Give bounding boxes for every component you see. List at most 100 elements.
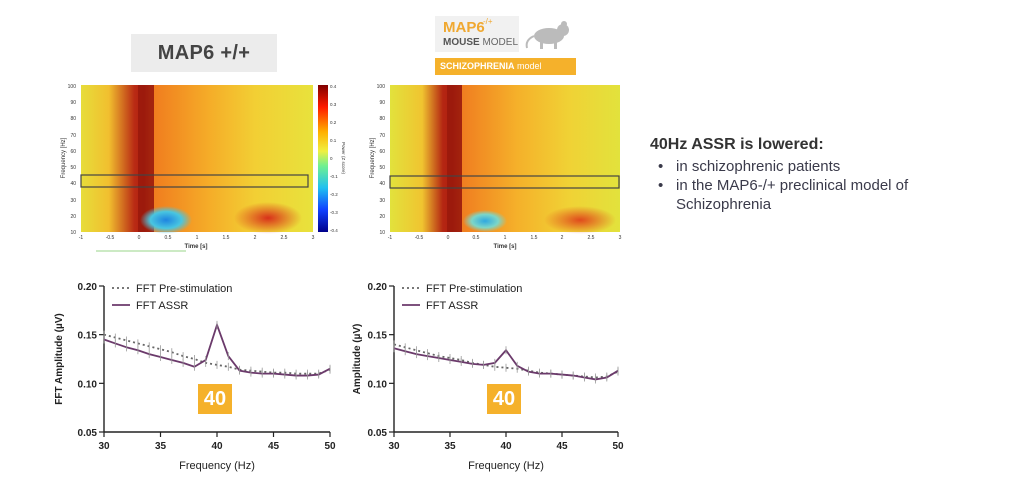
x-tick-label: 30 <box>388 441 400 452</box>
colorbar-tick: -0.2 <box>330 192 338 197</box>
colorbar-tick: 0.1 <box>330 138 337 143</box>
y-tick: 60 <box>70 149 76 155</box>
y-tick: 90 <box>379 100 385 106</box>
x-tick: 0 <box>447 235 450 241</box>
x-tick-label: 40 <box>211 441 223 452</box>
y-tick: 80 <box>379 116 385 122</box>
y-axis-label: Amplitude (µV) <box>352 324 363 395</box>
x-tick: 0.5 <box>165 235 172 241</box>
x-tick-label: 45 <box>556 441 568 452</box>
y-tick-label: 0.15 <box>368 331 388 342</box>
y-tick: 40 <box>379 181 385 187</box>
x-tick: 3 <box>619 235 622 241</box>
y-tick: 100 <box>68 84 77 90</box>
x-axis-label: Frequency (Hz) <box>468 460 544 472</box>
x-tick: -1 <box>79 235 84 241</box>
y-tick: 50 <box>70 165 76 171</box>
y-tick: 70 <box>70 133 76 139</box>
y-tick-label: 0.10 <box>78 379 98 390</box>
x-tick: 1 <box>196 235 199 241</box>
y-tick: 20 <box>70 214 76 220</box>
y-tick: 100 <box>377 84 386 90</box>
x-tick-label: 45 <box>268 441 280 452</box>
y-tick: 50 <box>379 165 385 171</box>
x-tick: 2 <box>561 235 564 241</box>
40hz-band-box <box>389 175 620 189</box>
colorbar-tick: 0 <box>330 156 333 161</box>
x-tick: 3 <box>312 235 315 241</box>
fft-chart-heterozygous: 0.05 0.10 0.15 0.20 30 35 40 45 50 Frequency (Hz)… <box>352 282 624 472</box>
y-tick: 10 <box>70 230 76 236</box>
y-tick-label: 0.20 <box>78 282 98 293</box>
x-tick: 0.5 <box>473 235 480 241</box>
stimulus-onset-band <box>447 85 462 232</box>
x-tick-label: 50 <box>612 441 624 452</box>
x-tick: 2.5 <box>588 235 595 241</box>
spectrogram-heterozygous: 100 90 80 70 60 50 40 30 20 10 -1 -0.5 0… <box>370 84 622 250</box>
y-tick: 30 <box>70 198 76 204</box>
x-tick: -0.5 <box>415 235 424 241</box>
power-increase-region <box>234 202 302 234</box>
summary-list: in schizophrenic patients in the MAP6-/+… <box>650 157 990 214</box>
colorbar-tick: -0.1 <box>330 174 338 179</box>
40hz-band-box <box>80 174 309 188</box>
summary-bullet: in the MAP6-/+ preclinical model of Schi… <box>650 176 990 214</box>
x-tick: 2 <box>254 235 257 241</box>
x-tick: -1 <box>388 235 393 241</box>
power-increase-region <box>544 206 616 234</box>
y-tick-label: 0.15 <box>78 331 98 342</box>
x-tick-label: 35 <box>155 441 167 452</box>
40hz-highlight-label: 40 <box>198 384 232 414</box>
legend-label: FFT Pre-stimulation <box>426 283 522 295</box>
y-tick: 20 <box>379 214 385 220</box>
power-decrease-region <box>463 210 507 232</box>
x-tick: 1 <box>504 235 507 241</box>
x-tick: 0 <box>138 235 141 241</box>
colorbar-tick: 0.2 <box>330 120 337 125</box>
fft-chart-wildtype: 0.05 0.10 0.15 0.20 30 35 40 45 50 Frequency (Hz)… <box>54 282 336 472</box>
x-tick: 1.5 <box>531 235 538 241</box>
x-axis-label: Frequency (Hz) <box>179 460 255 472</box>
x-tick: 2.5 <box>281 235 288 241</box>
map6-wildtype-title: MAP6 +/+ <box>131 34 277 72</box>
x-tick-label: 40 <box>500 441 512 452</box>
x-tick: -0.5 <box>106 235 115 241</box>
summary-bullet: in schizophrenic patients <box>650 157 990 176</box>
y-tick: 10 <box>379 230 385 236</box>
colorbar <box>318 85 328 232</box>
y-tick-label: 0.05 <box>368 428 388 439</box>
y-tick: 70 <box>379 133 385 139</box>
y-tick: 40 <box>70 181 76 187</box>
logo-title: MAP6 <box>443 19 485 36</box>
colorbar-tick: 0.4 <box>330 84 337 89</box>
logo-subtitle: MOUSE MODEL <box>443 37 519 48</box>
y-tick: 30 <box>379 198 385 204</box>
spectrogram-wildtype: 100 90 80 70 60 50 40 30 20 10 -1 -0.5 0… <box>61 84 346 252</box>
x-tick: 1.5 <box>223 235 230 241</box>
colorbar-tick: -0.3 <box>330 210 338 215</box>
y-axis-label: Frequency [Hz] <box>370 137 376 178</box>
x-axis-label: Time [s] <box>494 244 517 250</box>
colorbar-label: Power (Z score) <box>341 142 346 175</box>
schizophrenia-model-bar: SCHIZOPHRENIA model <box>435 58 576 75</box>
x-axis-label: Time [s] <box>185 244 208 250</box>
y-tick-label: 0.10 <box>368 379 388 390</box>
colorbar-tick: 0.3 <box>330 102 337 107</box>
y-tick-label: 0.05 <box>78 428 98 439</box>
legend-label: FFT ASSR <box>136 300 188 312</box>
mouse-model-logo: MAP6 -/+ MOUSE MODEL SCHIZOPHRENIA model <box>435 16 585 75</box>
y-tick: 90 <box>70 100 76 106</box>
power-decrease-region <box>140 206 192 234</box>
x-tick-label: 35 <box>444 441 456 452</box>
40hz-highlight-label: 40 <box>487 384 521 414</box>
colorbar-tick: -0.4 <box>330 228 338 233</box>
legend-label: FFT ASSR <box>426 300 478 312</box>
y-axis-label: Frequency [Hz] <box>61 137 67 178</box>
y-tick-label: 0.20 <box>368 282 388 293</box>
y-tick: 80 <box>70 116 76 122</box>
mouse-icon <box>525 21 569 49</box>
y-axis-label: FFT Amplitude (µV) <box>54 313 65 405</box>
logo-box: MAP6 -/+ MOUSE MODEL <box>435 16 519 52</box>
x-tick-label: 30 <box>98 441 110 452</box>
logo-superscript: -/+ <box>483 17 493 26</box>
